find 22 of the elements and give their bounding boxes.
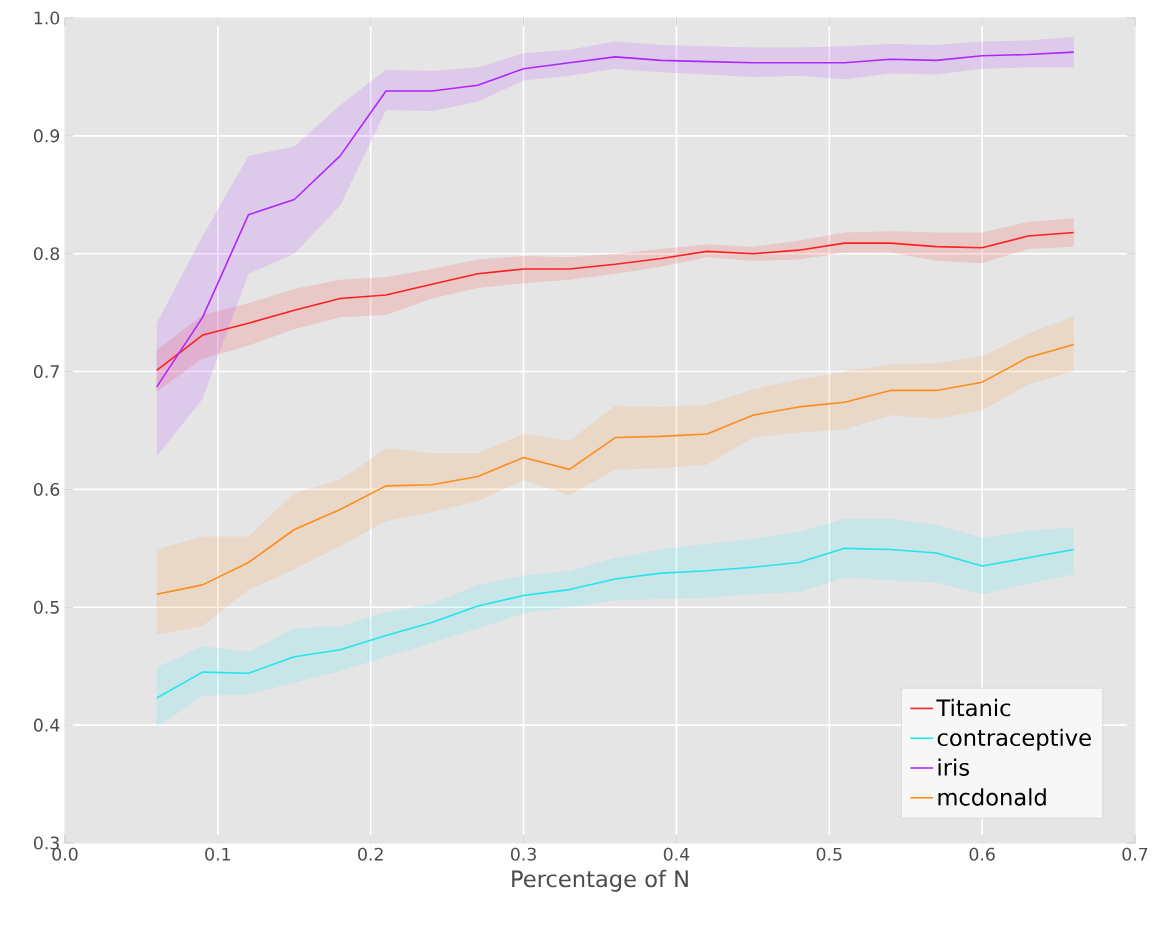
legend-label: iris	[938, 758, 969, 776]
legend-label: contraceptive	[937, 728, 1091, 751]
y-tick-label: 0.4	[33, 718, 60, 732]
y-tick-label: 1.0	[34, 11, 60, 25]
y-tick-label: 0.5	[33, 600, 59, 614]
x-axis-title: Percentage of N	[512, 869, 688, 892]
x-tick-label: 0.4	[663, 847, 690, 861]
legend-label: Titanic	[936, 698, 1011, 717]
y-tick-label: 0.6	[33, 482, 60, 496]
y-tick-label: 0.9	[33, 129, 60, 143]
x-tick-label: 0.7	[1122, 847, 1148, 861]
x-tick-label: 0.1	[205, 847, 230, 861]
x-tick-label: 0.6	[969, 847, 995, 861]
y-tick-label: 0.8	[33, 247, 60, 261]
y-tick-label: 0.7	[33, 365, 59, 379]
line-series	[155, 343, 1075, 596]
line-series	[155, 547, 1075, 699]
x-tick-label: 0.5	[816, 847, 842, 861]
x-tick-label: 0.2	[358, 847, 383, 861]
line-series	[155, 231, 1075, 372]
x-tick-label: 0.3	[510, 847, 536, 861]
legend-label: mcdonald	[938, 788, 1046, 806]
